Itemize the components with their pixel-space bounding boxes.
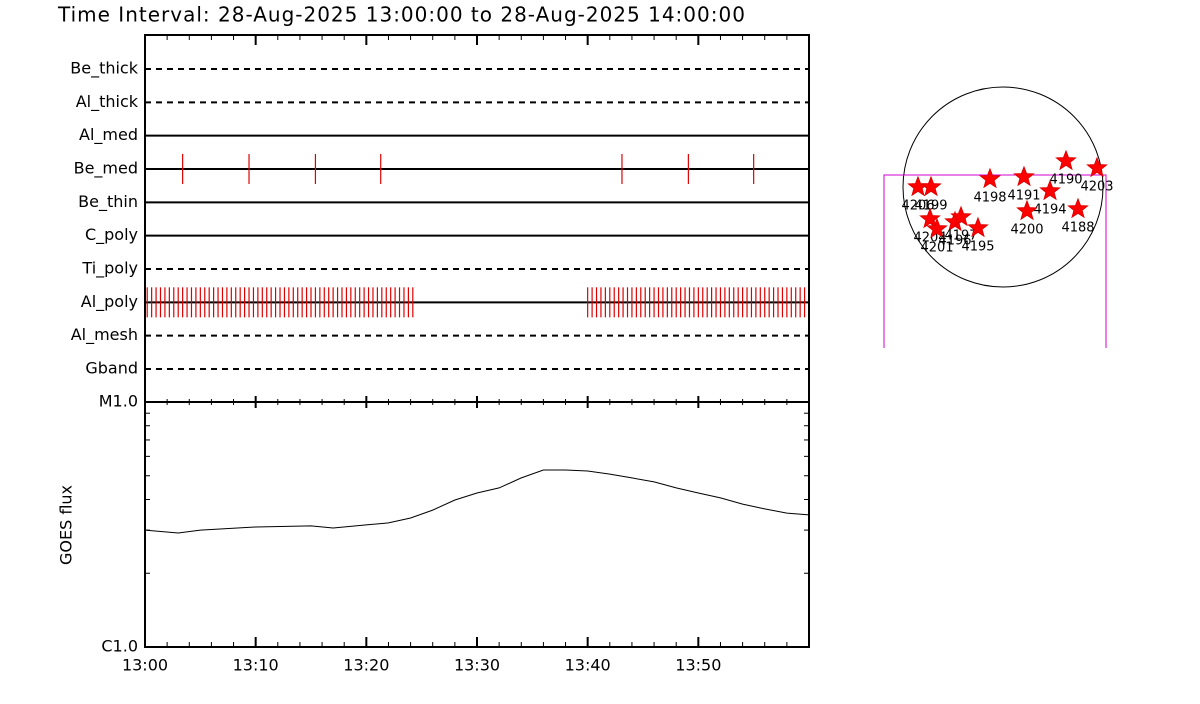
region-label: 4199 [914, 199, 947, 214]
region-star [926, 217, 948, 239]
x-tick-label: 13:10 [233, 656, 279, 675]
region-star [950, 205, 972, 227]
region-label: 4200 [1010, 223, 1043, 238]
region-label: 4201 [920, 241, 953, 256]
region-label: 4203 [1080, 180, 1113, 195]
x-tick-label: 13:50 [675, 656, 721, 675]
region-star [1013, 165, 1035, 187]
region-star [1039, 179, 1061, 201]
region-label: 4190 [1049, 173, 1082, 188]
fov-box [883, 174, 1107, 348]
region-label: 4197 [944, 229, 977, 244]
region-label: 4196 [938, 234, 971, 249]
x-tick-label: 13:30 [454, 656, 500, 675]
y-axis-label: GOES flux [57, 485, 76, 565]
row-label: Be_thick [70, 59, 138, 79]
plot-frame [144, 34, 810, 648]
row-label: Al_mesh [71, 325, 138, 345]
region-star [979, 167, 1001, 189]
region-label: 4206 [901, 199, 934, 214]
row-label: Al_poly [81, 292, 138, 312]
region-label: 4195 [961, 240, 994, 255]
y-tick-label: C1.0 [101, 637, 138, 656]
region-star [919, 207, 941, 229]
row-label: Be_med [74, 159, 138, 179]
row-label: Be_thin [78, 192, 138, 212]
region-star [1055, 149, 1077, 171]
goes-curve [144, 469, 810, 534]
row-label: Al_thick [76, 92, 139, 112]
row-label: C_poly [85, 225, 138, 245]
region-star [967, 216, 989, 238]
row-label: Gband [85, 359, 138, 378]
title: Time Interval: 28-Aug-2025 13:00:00 to 2… [57, 3, 746, 27]
x-tick-label: 13:40 [565, 656, 611, 675]
region-label: 4188 [1061, 221, 1094, 236]
region-star [1016, 199, 1038, 221]
region-label: 4191 [1007, 189, 1040, 204]
region-star [1086, 156, 1108, 178]
region-star [920, 175, 942, 197]
row-label: Al_med [79, 125, 138, 145]
region-star [1067, 197, 1089, 219]
row-label: Ti_poly [81, 259, 138, 279]
x-tick-label: 13:00 [122, 656, 168, 675]
solar-disk [902, 86, 1104, 288]
y-tick-label: M1.0 [99, 392, 138, 411]
region-label: 4198 [973, 191, 1006, 206]
region-label: 4194 [1033, 203, 1066, 218]
x-tick-label: 13:20 [343, 656, 389, 675]
